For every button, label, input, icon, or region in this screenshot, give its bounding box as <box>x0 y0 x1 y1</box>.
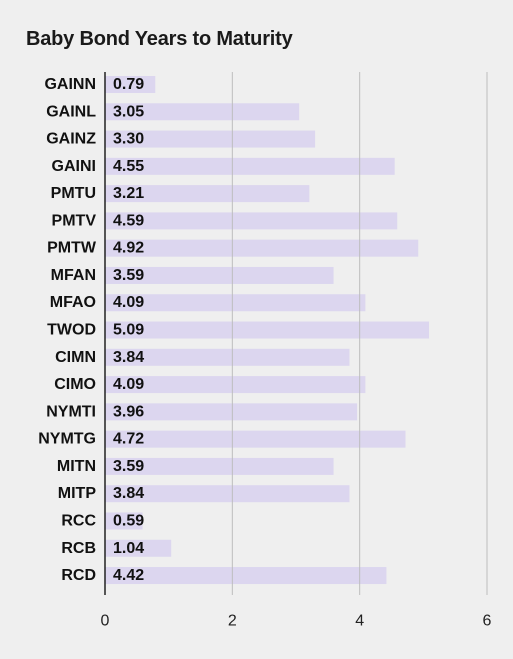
category-label: PMTU <box>51 185 96 202</box>
bar <box>105 348 350 366</box>
bar <box>105 512 143 530</box>
value-label: 4.55 <box>113 158 144 175</box>
value-label: 0.59 <box>113 512 144 529</box>
category-label: MITP <box>58 485 97 502</box>
bar <box>105 403 358 421</box>
value-label: 3.84 <box>113 349 144 366</box>
bar <box>105 185 310 203</box>
category-label: RCC <box>61 512 96 529</box>
bar <box>105 294 366 312</box>
bar <box>105 103 300 121</box>
category-label: CIMN <box>55 349 96 366</box>
value-label: 1.04 <box>113 540 144 557</box>
value-label: 4.09 <box>113 294 144 311</box>
bar <box>105 321 430 339</box>
value-label: 4.72 <box>113 431 144 448</box>
category-label: MITN <box>57 458 96 475</box>
value-label: 0.79 <box>113 76 144 93</box>
bar <box>105 376 366 394</box>
bar <box>105 239 419 257</box>
category-label: MFAN <box>51 267 96 284</box>
value-label: 3.59 <box>113 458 144 475</box>
value-label: 3.84 <box>113 485 144 502</box>
category-label: NYMTI <box>46 403 96 420</box>
category-label: RCB <box>61 540 96 557</box>
bar <box>105 539 172 557</box>
value-label: 3.96 <box>113 403 144 420</box>
category-label: GAINN <box>44 76 96 93</box>
category-label: RCD <box>61 567 96 584</box>
category-label: PMTV <box>52 212 97 229</box>
bar <box>105 457 334 475</box>
category-label: PMTW <box>47 240 97 257</box>
chart-title: Baby Bond Years to Maturity <box>26 28 293 50</box>
value-label: 4.92 <box>113 240 144 257</box>
x-tick-label: 6 <box>483 613 492 630</box>
bar <box>105 266 334 284</box>
category-label: GAINI <box>52 158 96 175</box>
bar <box>105 430 406 448</box>
value-label: 4.09 <box>113 376 144 393</box>
bar <box>105 567 387 585</box>
category-label: CIMO <box>54 376 96 393</box>
x-tick-label: 0 <box>101 613 110 630</box>
bar <box>105 157 395 175</box>
value-label: 5.09 <box>113 322 144 339</box>
value-label: 4.42 <box>113 567 144 584</box>
category-label: MFAO <box>50 294 96 311</box>
value-label: 3.59 <box>113 267 144 284</box>
category-label: NYMTG <box>38 431 96 448</box>
bar <box>105 485 350 503</box>
bar <box>105 130 316 148</box>
x-tick-label: 4 <box>355 613 364 630</box>
category-label: GAINZ <box>46 131 96 148</box>
bar <box>105 76 156 93</box>
value-label: 4.59 <box>113 212 144 229</box>
value-label: 3.21 <box>113 185 144 202</box>
category-label: GAINL <box>46 103 96 120</box>
value-label: 3.05 <box>113 103 144 120</box>
category-label: TWOD <box>47 322 96 339</box>
bar <box>105 212 398 230</box>
x-tick-label: 2 <box>228 613 237 630</box>
value-label: 3.30 <box>113 131 144 148</box>
